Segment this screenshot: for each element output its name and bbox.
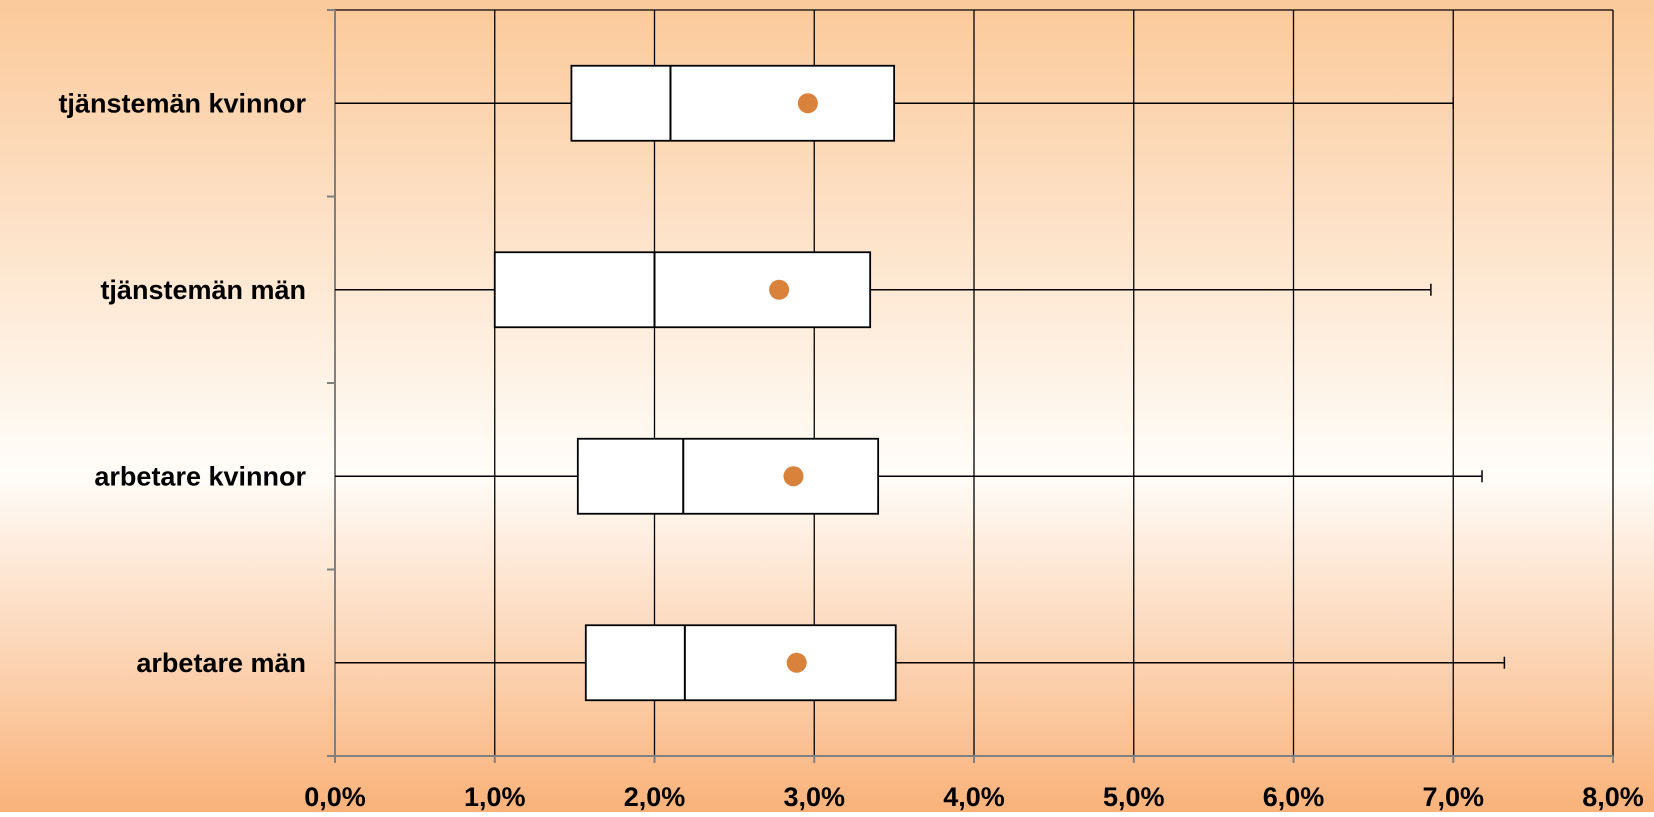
x-tick-label: 3,0% bbox=[783, 782, 845, 812]
x-tick-label: 7,0% bbox=[1422, 782, 1484, 812]
x-tick-label: 5,0% bbox=[1103, 782, 1165, 812]
x-tick-label: 1,0% bbox=[464, 782, 526, 812]
category-label: tjänstemän män bbox=[100, 275, 306, 305]
x-tick-label: 2,0% bbox=[624, 782, 686, 812]
mean-marker bbox=[783, 466, 804, 487]
mean-marker bbox=[769, 279, 790, 300]
boxplot-4 bbox=[335, 624, 1506, 702]
boxplot-1 bbox=[335, 64, 1454, 142]
boxplot-3 bbox=[335, 437, 1483, 515]
x-tick-label: 6,0% bbox=[1263, 782, 1325, 812]
box-iqr bbox=[493, 251, 872, 329]
x-tick-label: 8,0% bbox=[1582, 782, 1644, 812]
category-label: arbetare män bbox=[136, 648, 306, 678]
mean-marker bbox=[786, 652, 807, 673]
category-label: tjänstemän kvinnor bbox=[58, 88, 306, 118]
boxplot-2 bbox=[335, 251, 1432, 329]
box-iqr bbox=[576, 437, 880, 515]
mean-marker bbox=[797, 93, 818, 114]
box-iqr bbox=[570, 64, 896, 142]
x-tick-label: 4,0% bbox=[943, 782, 1005, 812]
box-iqr bbox=[584, 624, 897, 702]
category-label: arbetare kvinnor bbox=[94, 461, 306, 491]
x-tick-label: 0,0% bbox=[304, 782, 366, 812]
